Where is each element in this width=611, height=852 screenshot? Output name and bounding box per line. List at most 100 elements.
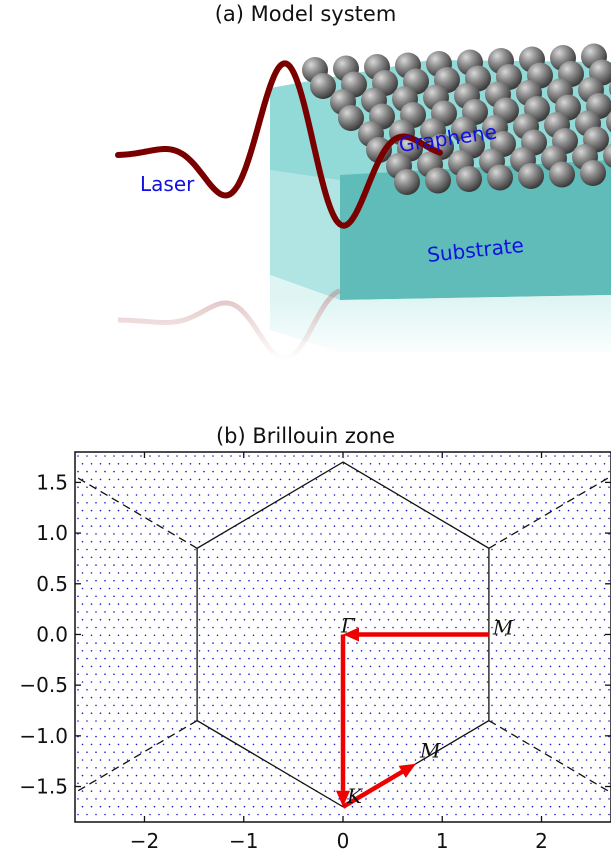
kpoint-dot <box>293 720 295 722</box>
kpoint-dot <box>356 548 358 551</box>
kpoint-dot <box>180 650 183 652</box>
kpoint-dot <box>266 533 268 535</box>
kpoint-dot <box>414 618 417 621</box>
kpoint-dot <box>167 689 169 691</box>
kpoint-dot <box>383 611 385 613</box>
kpoint-dot <box>86 470 88 473</box>
kpoint-dot <box>284 455 286 457</box>
kpoint-dot <box>315 463 318 465</box>
kpoint-dot <box>495 509 498 512</box>
kpoint-dot <box>140 502 142 504</box>
kpoint-dot <box>608 579 610 582</box>
kpoint-dot <box>536 579 538 582</box>
kpoint-dot <box>356 704 358 707</box>
kpoint-dot <box>432 540 435 543</box>
kpoint-dot <box>324 805 327 808</box>
kpoint-dot <box>383 704 385 707</box>
kpoint-dot <box>113 564 115 566</box>
kpoint-dot <box>378 681 381 683</box>
kpoint-dot <box>392 533 394 535</box>
kpoint-dot <box>149 470 151 473</box>
kpoint-dot <box>144 478 147 481</box>
kpoint-dot <box>315 572 318 574</box>
kpoint-dot <box>311 673 313 675</box>
kpoint-dot <box>590 517 592 520</box>
kpoint-dot <box>338 642 340 644</box>
zone-boundary <box>74 461 611 808</box>
kpoint-dot <box>239 455 241 457</box>
kpoint-dot <box>459 540 462 543</box>
kpoint-dot <box>392 751 394 753</box>
kpoint-dot <box>176 626 178 629</box>
kpoint-dot <box>522 790 525 792</box>
kpoint-dot <box>549 478 552 481</box>
kpoint-dot <box>288 540 291 543</box>
kpoint-dot <box>455 704 457 707</box>
kpoint-dot <box>500 470 502 473</box>
kpoint-dot <box>495 603 498 605</box>
kpoint-dot <box>81 463 84 465</box>
kpoint-dot <box>432 509 435 512</box>
kpoint-dot <box>387 759 390 761</box>
kpoint-dot <box>297 634 300 637</box>
kpoint-dot <box>149 486 151 489</box>
kpoint-dot <box>423 572 426 574</box>
kpoint-dot <box>122 564 124 566</box>
kpoint-dot <box>509 735 511 738</box>
kpoint-dot <box>315 634 318 637</box>
kpoint-dot <box>158 704 160 707</box>
kpoint-dot <box>509 548 511 551</box>
kpoint-dot <box>513 712 516 714</box>
kpoint-dot <box>288 790 291 792</box>
kpoint-dot <box>558 790 561 792</box>
kpoint-dot <box>81 603 84 605</box>
kpoint-dot <box>603 681 606 683</box>
kpoint-dot <box>513 681 516 683</box>
kpoint-dot <box>275 813 277 816</box>
kpoint-dot <box>261 587 264 590</box>
kpoint-dot <box>306 587 309 590</box>
kpoint-dot <box>176 704 178 707</box>
kpoint-dot <box>554 595 556 598</box>
kpoint-dot <box>441 774 444 777</box>
kpoint-dot <box>414 463 417 465</box>
kpoint-dot <box>509 798 511 800</box>
kpoint-dot <box>446 626 448 629</box>
kpoint-dot <box>446 782 448 785</box>
kpoint-dot <box>374 470 376 473</box>
kpoint-dot <box>131 548 133 551</box>
kpoint-dot <box>81 790 84 792</box>
axes: −2 −1 0 1 21.51.00.50.0−0.5−1.0−1.5 <box>19 451 611 852</box>
kpoint-dot <box>585 743 588 746</box>
kpoint-dot <box>540 556 543 559</box>
kpoint-dot <box>117 572 120 574</box>
kpoint-dot <box>504 618 507 621</box>
kpoint-dot <box>225 494 228 496</box>
kpoint-dot <box>374 595 376 598</box>
kpoint-dot <box>234 587 237 590</box>
kpoint-dot <box>338 595 340 598</box>
kpoint-dot <box>324 603 327 605</box>
kpoint-dot <box>185 720 187 722</box>
kpoint-dot <box>131 502 133 504</box>
kpoint-dot <box>504 494 507 496</box>
kpoint-dot <box>572 782 574 785</box>
kpoint-dot <box>203 626 205 629</box>
kpoint-dot <box>392 626 394 629</box>
kpoint-dot <box>419 517 421 520</box>
kpoint-dot <box>288 696 291 699</box>
kpoint-dot <box>405 478 408 481</box>
kpoint-dot <box>491 813 493 816</box>
kpoint-dot <box>315 712 318 714</box>
kpoint-dot <box>531 665 534 668</box>
kpoint-dot <box>171 712 174 714</box>
kpoint-dot <box>329 735 331 738</box>
kpoint-dot <box>257 642 259 644</box>
kpoint-dot <box>500 689 502 691</box>
kpoint-dot <box>486 728 489 730</box>
kpoint-dot <box>113 579 115 582</box>
kpoint-dot <box>563 720 565 722</box>
kpoint-dot <box>203 735 205 738</box>
kpoint-dot <box>207 587 210 590</box>
kpoint-dot <box>266 689 268 691</box>
